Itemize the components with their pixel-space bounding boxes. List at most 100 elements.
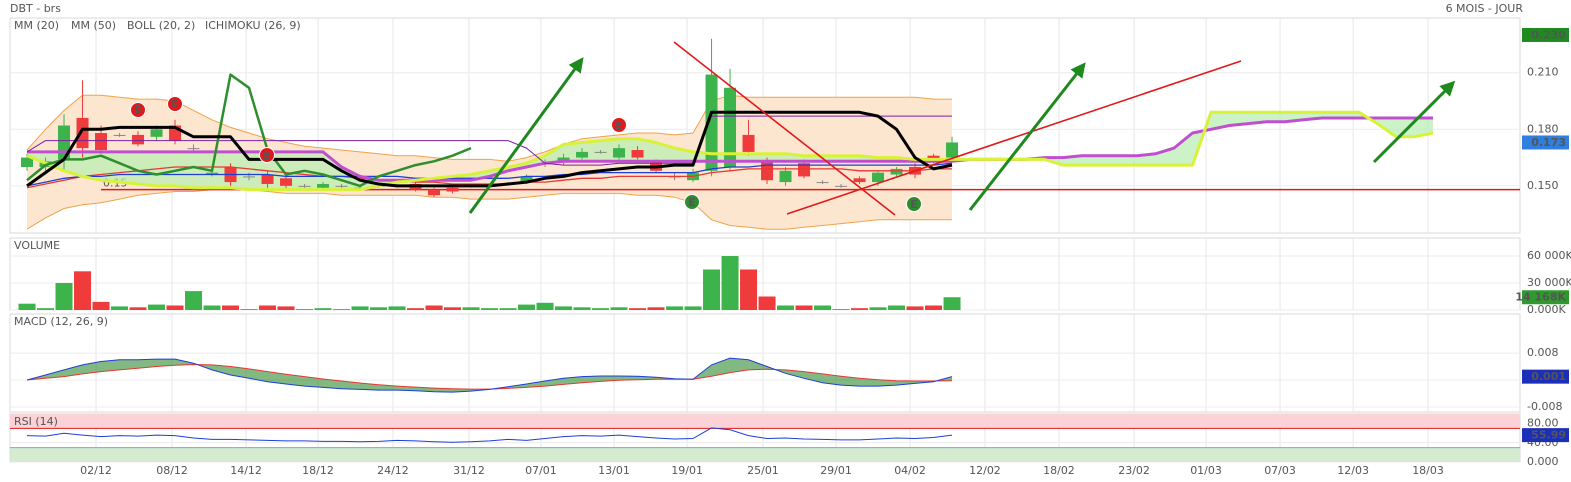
candle-body — [132, 134, 145, 145]
volume-bar — [74, 271, 92, 310]
volume-bar — [610, 307, 628, 310]
rsi-line — [26, 427, 953, 443]
candle-body — [724, 87, 737, 167]
y-tick-label: 0.180 — [1527, 122, 1559, 135]
legend-entry: BOLL (20, 2) — [127, 19, 195, 32]
volume-bar — [814, 305, 832, 310]
ichimoku-senkou-a — [26, 110, 1434, 192]
volume-bar — [111, 306, 129, 310]
y-tick-label: 0.150 — [1527, 179, 1559, 192]
event-label: E — [910, 198, 918, 211]
trend-drawings — [468, 41, 1456, 216]
trend-arrow — [1372, 80, 1456, 164]
x-tick-label: 12/03 — [1337, 464, 1369, 477]
event-marker — [167, 96, 183, 112]
legend-entry: MM (50) — [71, 19, 116, 32]
oversold-zone — [10, 447, 1520, 462]
panel-title: VOLUME — [14, 239, 60, 252]
candle-body — [335, 185, 348, 187]
volume-bar — [499, 308, 517, 310]
macd-line — [26, 357, 953, 393]
x-tick-label: 25/01 — [747, 464, 779, 477]
ichimoku-chikou — [26, 73, 472, 188]
candle-body — [113, 134, 126, 136]
plot-area: 0.15 — [10, 38, 1520, 462]
value-badge — [1522, 290, 1569, 305]
x-tick-label: 01/03 — [1190, 464, 1222, 477]
event-label: E — [263, 149, 271, 162]
value-badge-label: 55.99 — [1531, 429, 1566, 442]
volume-bar — [425, 305, 443, 310]
x-tick-label: 13/01 — [598, 464, 630, 477]
event-label: E — [134, 104, 142, 117]
volume-bar — [869, 307, 887, 310]
y-tick-label: 0.000K — [1527, 303, 1566, 316]
volume-bar — [370, 307, 388, 310]
x-tick-label: 04/02 — [894, 464, 926, 477]
volume-bar — [129, 307, 147, 310]
x-tick-label: 07/03 — [1264, 464, 1296, 477]
volume-bar — [943, 297, 961, 310]
x-tick-label: 18/02 — [1043, 464, 1075, 477]
event-marker — [906, 196, 922, 212]
volume-bar — [277, 306, 295, 310]
volume-bar — [148, 304, 166, 310]
y-tick-label: 0.210 — [1527, 66, 1559, 79]
legend-entry: MM (20) — [14, 19, 59, 32]
volume-bar — [777, 305, 795, 310]
candle-body — [557, 157, 570, 162]
value-badge — [1522, 27, 1569, 42]
volume-bar — [832, 309, 850, 310]
candle-body — [890, 168, 903, 175]
volume-bar — [296, 309, 314, 310]
volume-bar — [684, 306, 702, 310]
period-label: 6 MOIS - JOUR — [1446, 2, 1524, 15]
candle-body — [298, 185, 311, 187]
x-tick-label: 24/12 — [377, 464, 409, 477]
candle-body — [705, 74, 718, 171]
volume-bar — [351, 306, 369, 310]
overbought-zone — [10, 414, 1520, 429]
trend-arrow — [468, 57, 584, 214]
value-badge-label: 0.230 — [1531, 28, 1566, 41]
candle-body — [946, 142, 959, 158]
candle-body — [761, 161, 774, 181]
event-label: E — [171, 98, 179, 111]
volume-bar — [481, 308, 499, 310]
legend-entry: ICHIMOKU (26, 9) — [205, 19, 301, 32]
volume-bar — [573, 307, 591, 310]
value-badge — [1522, 369, 1569, 384]
candle-body — [835, 185, 848, 187]
x-tick-label: 14/12 — [230, 464, 262, 477]
volume-bar — [388, 306, 406, 310]
volume-bar — [240, 309, 258, 310]
candle-body — [243, 176, 256, 178]
volume-bar — [647, 307, 665, 310]
candle-body — [742, 134, 755, 152]
candle-body — [428, 189, 441, 196]
x-tick-label: 07/01 — [525, 464, 557, 477]
x-tick-label: 08/12 — [156, 464, 188, 477]
trend-arrow — [968, 62, 1086, 211]
candle-body — [613, 148, 626, 158]
candle-body — [150, 129, 163, 137]
candle-body — [261, 174, 274, 184]
volume-bar — [795, 305, 813, 310]
candle-body — [187, 148, 200, 150]
volume-bar — [203, 305, 221, 310]
candle-body — [779, 170, 792, 183]
value-badge — [1522, 428, 1569, 443]
y-tick-label: 30 000K — [1527, 276, 1571, 289]
x-tick-label: 29/01 — [820, 464, 852, 477]
y-tick-label: 0.008 — [1527, 346, 1559, 359]
candle-body — [872, 172, 885, 183]
volume-bar — [92, 301, 110, 310]
event-label: E — [688, 196, 696, 209]
x-tick-label: 02/12 — [80, 464, 112, 477]
panels — [9, 17, 1521, 463]
bollinger-band — [27, 95, 953, 230]
y-tick-label: 0.000 — [1527, 455, 1559, 468]
x-tick-label: 19/01 — [671, 464, 703, 477]
event-marker — [684, 194, 700, 210]
